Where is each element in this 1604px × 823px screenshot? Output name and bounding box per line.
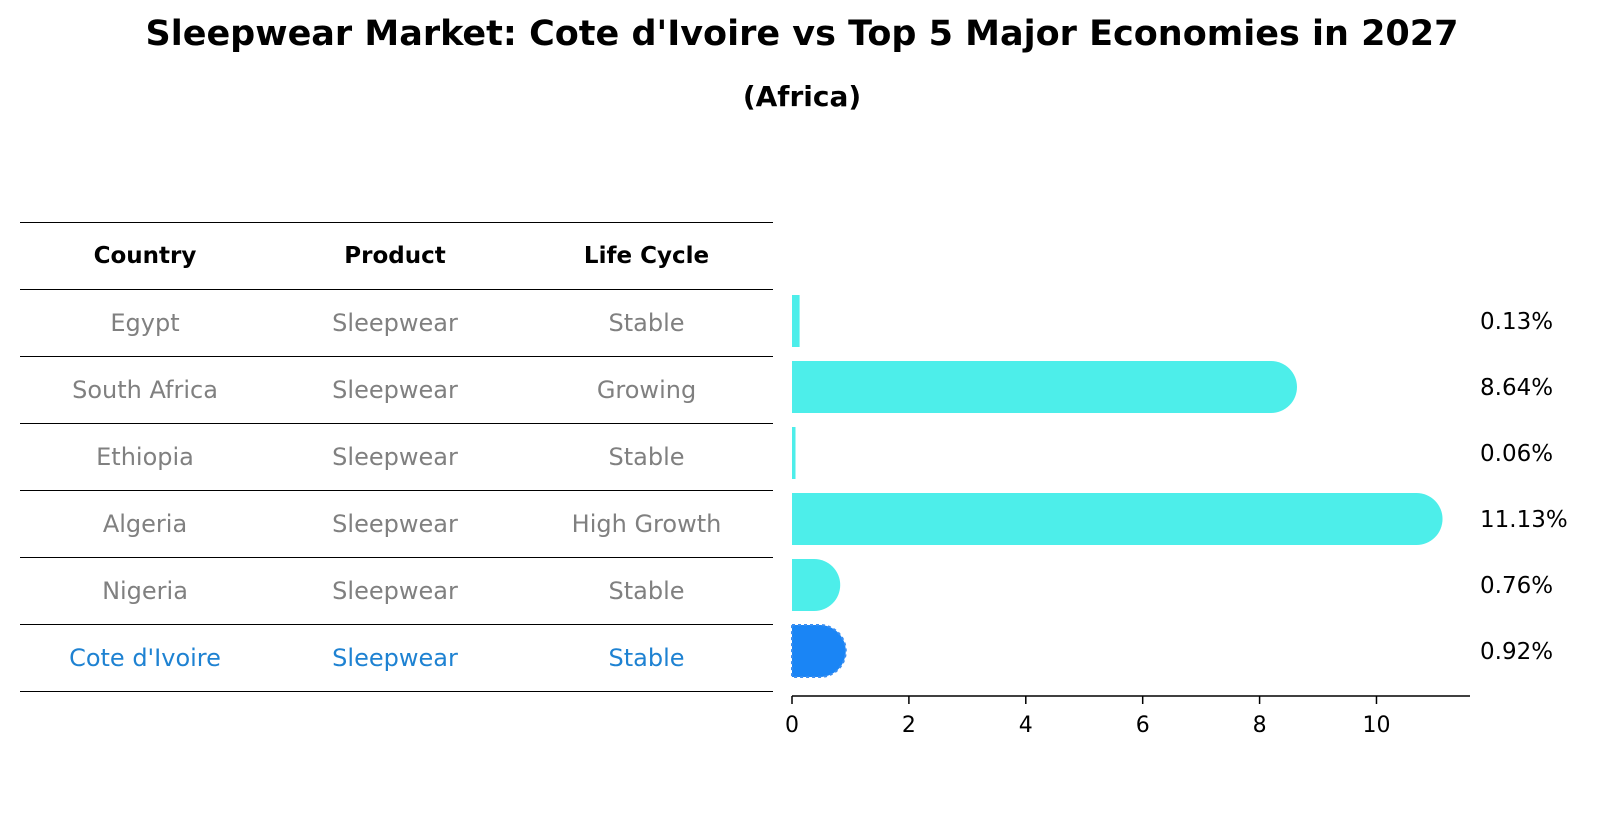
table-row: Algeria Sleepwear High Growth [20,490,773,557]
table-row: South Africa Sleepwear Growing [20,356,773,423]
life-cycle-cell: Growing [596,376,697,404]
product-cell: Sleepwear [332,309,458,337]
country-cell: Ethiopia [96,443,194,471]
value-label: 0.76% [1480,573,1553,599]
country-cell: Egypt [110,309,180,337]
life-cycle-cell: Stable [608,577,685,605]
life-cycle-cell: Stable [608,309,685,337]
chart-title: Sleepwear Market: Cote d'Ivoire vs Top 5… [145,14,1459,54]
bar [792,295,800,347]
table-row: Nigeria Sleepwear Stable [20,557,773,624]
header-country: Country [93,243,197,269]
x-tick-label: 0 [785,713,799,738]
x-tick-label: 8 [1253,713,1267,738]
bar [792,559,841,611]
product-cell: Sleepwear [332,644,458,672]
bar [792,427,796,479]
life-cycle-cell: High Growth [571,510,722,538]
x-tick-label: 2 [902,713,916,738]
value-label: 8.64% [1480,375,1553,401]
product-cell: Sleepwear [332,510,458,538]
table-header-row: Country Product Life Cycle [20,222,773,289]
country-cell: Nigeria [102,577,188,605]
header-product: Product [344,243,446,269]
table-row-highlighted: Cote d'Ivoire Sleepwear Stable [20,624,773,692]
header-life-cycle: Life Cycle [583,243,710,269]
bar [792,493,1443,545]
value-label: 11.13% [1480,507,1568,533]
value-label: 0.13% [1480,309,1553,335]
country-cell: Cote d'Ivoire [69,644,221,672]
country-cell: South Africa [72,376,218,404]
x-tick-label: 4 [1019,713,1033,738]
value-label: 0.92% [1480,639,1553,665]
country-cell: Algeria [102,510,188,538]
value-label: 0.06% [1480,441,1553,467]
table-row: Egypt Sleepwear Stable [20,289,773,356]
bar [791,624,847,678]
life-cycle-cell: Stable [608,644,685,672]
x-tick-label: 10 [1362,713,1390,738]
product-cell: Sleepwear [332,376,458,404]
product-cell: Sleepwear [332,443,458,471]
product-cell: Sleepwear [332,577,458,605]
bar [792,361,1297,413]
table-row: Ethiopia Sleepwear Stable [20,423,773,490]
chart-subtitle: (Africa) [742,80,862,113]
x-tick-label: 6 [1136,713,1150,738]
life-cycle-cell: Stable [608,443,685,471]
data-table: Country Product Life Cycle Egypt Sleepwe… [20,222,773,692]
